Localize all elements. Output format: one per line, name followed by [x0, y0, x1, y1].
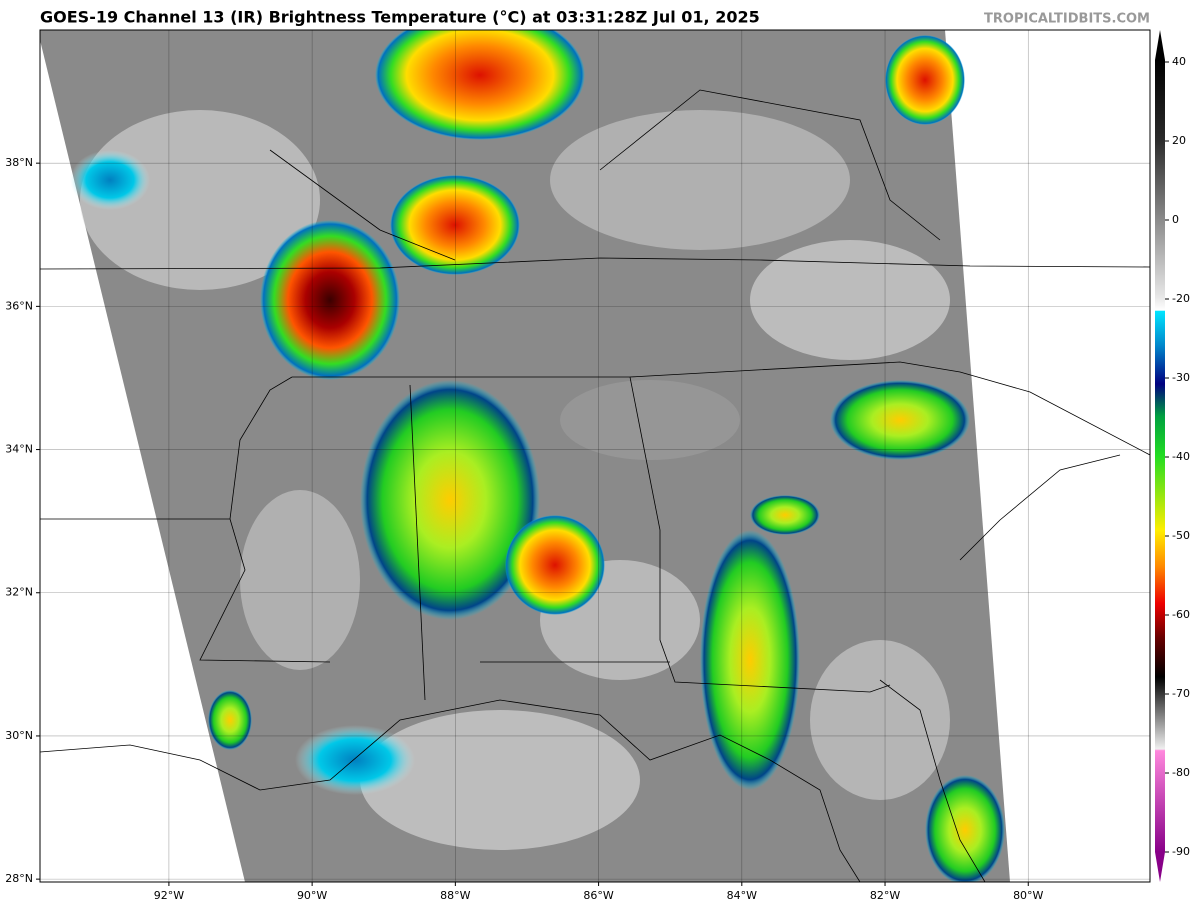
x-tick-label: 92°W	[154, 889, 184, 902]
colorbar-bottom-arrow	[1155, 852, 1165, 882]
y-tick-label: 28°N	[5, 872, 33, 885]
colorbar-tick-label: -20	[1172, 292, 1190, 305]
storm-cells	[70, 30, 1005, 882]
x-tick-label: 90°W	[297, 889, 327, 902]
y-tick-label: 30°N	[5, 729, 33, 742]
x-tick-label: 80°W	[1013, 889, 1043, 902]
colorbar-tick-label: -50	[1172, 529, 1190, 542]
x-tick-label: 82°W	[870, 889, 900, 902]
colorbar-tick-label: 0	[1172, 213, 1179, 226]
colorbar-tick-label: 40	[1172, 55, 1186, 68]
colorbar	[1155, 60, 1165, 852]
map-title: GOES-19 Channel 13 (IR) Brightness Tempe…	[40, 8, 760, 27]
boundaries	[40, 89, 1150, 882]
plot-frame	[39, 29, 1151, 883]
x-tick-label: 86°W	[583, 889, 613, 902]
colorbar-tick-label: -30	[1172, 371, 1190, 384]
colorbar-tick-label: 20	[1172, 134, 1186, 147]
colorbar-tick-label: -70	[1172, 687, 1190, 700]
colorbar-tick-label: -80	[1172, 766, 1190, 779]
plot-area	[40, 30, 1150, 882]
credit: TROPICALTIDBITS.COM	[984, 12, 1150, 27]
x-tick-label: 88°W	[440, 889, 470, 902]
y-tick-label: 32°N	[5, 586, 33, 599]
colorbar-top-arrow	[1155, 30, 1165, 60]
x-tick-label: 84°W	[727, 889, 757, 902]
y-tick-label: 38°N	[5, 156, 33, 169]
y-tick-label: 34°N	[5, 443, 33, 456]
y-tick-label: 36°N	[5, 299, 33, 312]
colorbar-tick-label: -90	[1172, 845, 1190, 858]
colorbar-tick-label: -40	[1172, 450, 1190, 463]
colorbar-tick-label: -60	[1172, 608, 1190, 621]
